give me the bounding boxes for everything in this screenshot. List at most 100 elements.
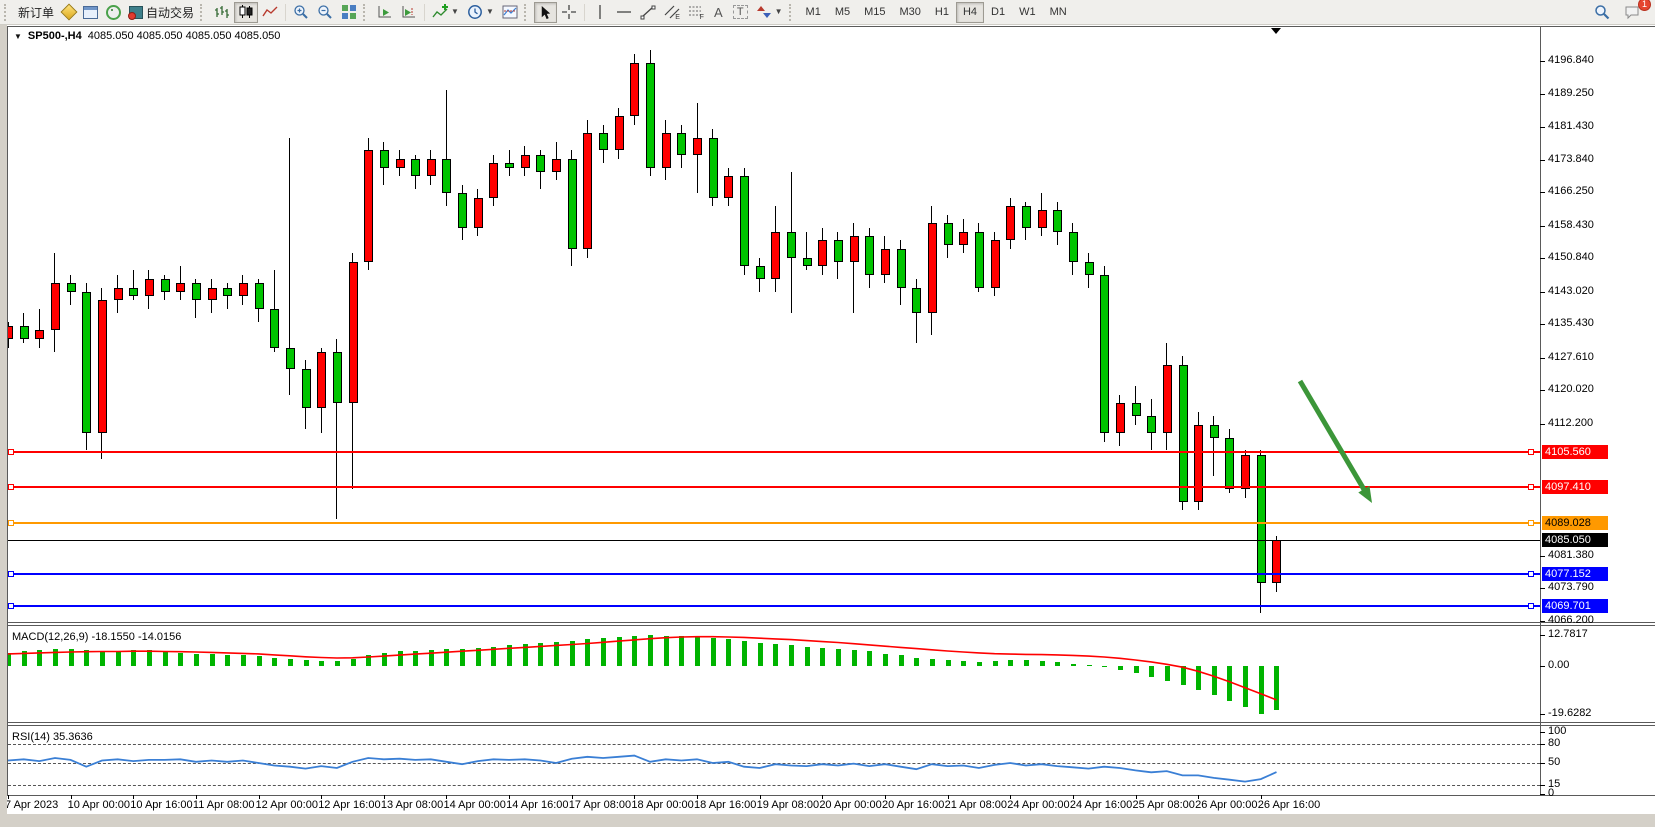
timeframe-m5-button[interactable]: M5 <box>828 2 857 23</box>
chart-title: ▼ SP500-,H4 4085.050 4085.050 4085.050 4… <box>14 30 280 42</box>
templates-button[interactable] <box>498 2 522 23</box>
toolbar-grip[interactable] <box>4 3 10 21</box>
auto-trading-button[interactable]: 自动交易 <box>125 2 198 23</box>
auto-scroll-button[interactable] <box>373 2 397 23</box>
horizontal-line-handle[interactable] <box>1528 484 1534 491</box>
timeframe-m30-button[interactable]: M30 <box>893 2 928 23</box>
crosshair-button[interactable] <box>557 2 581 23</box>
time-axis-label: 17 Apr 08:00 <box>568 799 632 811</box>
macd-histogram-bar <box>1164 666 1170 681</box>
macd-histogram-bar <box>742 640 748 666</box>
macd-histogram-bar <box>679 636 685 666</box>
notifications-button[interactable]: 1 <box>1620 0 1651 23</box>
price-line-tag: 4069.701 <box>1542 598 1608 613</box>
price-axis[interactable] <box>1540 26 1655 795</box>
toolbar-grip[interactable] <box>363 3 369 21</box>
zoom-out-button[interactable] <box>313 2 337 23</box>
horizontal-line[interactable] <box>8 486 1540 489</box>
horizontal-line[interactable] <box>8 522 1540 525</box>
search-button[interactable] <box>1590 2 1614 23</box>
horizontal-line[interactable] <box>8 573 1540 576</box>
candle-wick <box>226 283 228 309</box>
candle <box>1162 364 1172 434</box>
arrows-tool-button[interactable]: ▼ <box>752 2 787 23</box>
toolbar-separator <box>285 3 287 21</box>
cursor-button[interactable] <box>533 1 557 23</box>
candle <box>160 278 170 292</box>
candle <box>223 287 233 297</box>
horizontal-line-handle[interactable] <box>1528 449 1534 456</box>
price-axis-tick <box>1540 225 1545 227</box>
price-chart-pane[interactable] <box>7 26 1540 622</box>
price-axis-tick <box>1540 423 1545 425</box>
profiles-button[interactable] <box>58 2 79 23</box>
candlestick-chart-button[interactable] <box>234 1 259 23</box>
signals-button[interactable] <box>102 2 125 23</box>
time-axis-label: 20 Apr 16:00 <box>881 799 945 811</box>
text-tool-button[interactable]: A <box>708 2 729 23</box>
time-axis-label: 7 Apr 2023 <box>5 799 59 811</box>
vertical-line-tool-button[interactable] <box>588 2 612 23</box>
horizontal-line-handle[interactable] <box>8 520 14 527</box>
horizontal-line-handle[interactable] <box>8 484 14 491</box>
trendline-tool-button[interactable] <box>636 2 660 23</box>
timeframe-w1-button[interactable]: W1 <box>1012 2 1043 23</box>
timeframe-mn-button[interactable]: MN <box>1043 2 1074 23</box>
zoom-in-button[interactable] <box>289 2 313 23</box>
horizontal-line-handle[interactable] <box>8 602 14 609</box>
timeframe-h4-button[interactable]: H4 <box>955 1 985 23</box>
fibonacci-tool-button[interactable]: F <box>684 2 708 23</box>
toolbar-grip[interactable] <box>523 3 530 21</box>
equidistant-channel-tool-button[interactable]: E <box>660 2 684 23</box>
timeframe-d1-button[interactable]: D1 <box>984 2 1012 23</box>
time-axis-label: 26 Apr 00:00 <box>1195 799 1258 811</box>
candle <box>959 231 969 245</box>
candle <box>301 368 311 408</box>
pane-separator[interactable] <box>7 622 1655 623</box>
candle <box>1225 437 1235 489</box>
new-order-button[interactable]: 新订单 <box>14 2 58 23</box>
pane-separator[interactable] <box>7 625 1655 626</box>
horizontal-line[interactable] <box>8 604 1540 607</box>
candle <box>912 287 922 314</box>
trendline-icon <box>640 5 656 20</box>
toolbar-grip[interactable] <box>788 3 795 21</box>
pane-separator[interactable] <box>7 722 1655 723</box>
candle <box>974 231 984 288</box>
candle <box>1068 231 1078 262</box>
macd-histogram-bar <box>1149 666 1155 677</box>
horizontal-line-handle[interactable] <box>1528 520 1534 527</box>
horizontal-line-handle[interactable] <box>1528 602 1534 609</box>
axis-border <box>1540 26 1541 795</box>
macd-histogram-bar <box>804 646 810 666</box>
time-axis-label: 20 Apr 00:00 <box>819 799 882 811</box>
macd-pane[interactable] <box>7 626 1540 722</box>
horizontal-line[interactable] <box>8 451 1540 454</box>
macd-histogram-bar <box>37 650 43 666</box>
chart-collapse-icon[interactable]: ▼ <box>14 31 22 41</box>
timeframe-m1-button[interactable]: M1 <box>799 2 828 23</box>
horizontal-line-handle[interactable] <box>8 449 14 456</box>
horizontal-line-tool-button[interactable] <box>612 2 636 23</box>
macd-histogram-bar <box>1180 666 1186 686</box>
chart-shift-button[interactable] <box>397 2 421 23</box>
toolbar-grip[interactable] <box>200 3 206 21</box>
bar-chart-button[interactable] <box>210 2 234 23</box>
pane-separator[interactable] <box>7 725 1655 726</box>
horizontal-line-handle[interactable] <box>1528 571 1534 578</box>
text-label-tool-button[interactable]: T <box>729 2 752 23</box>
auto-scroll-icon <box>378 6 392 18</box>
market-watch-button[interactable] <box>79 2 102 23</box>
timeframe-m15-button[interactable]: M15 <box>857 2 892 23</box>
timeframe-h1-button[interactable]: H1 <box>928 2 956 23</box>
tile-windows-button[interactable] <box>337 2 361 23</box>
time-axis-label: 18 Apr 16:00 <box>694 799 757 811</box>
line-chart-button[interactable] <box>258 2 282 23</box>
crosshair-icon <box>561 5 576 19</box>
periods-button[interactable]: ▼ <box>463 2 498 23</box>
macd-histogram-bar <box>334 661 340 666</box>
candle <box>520 154 530 168</box>
indicators-button[interactable]: ▼ <box>428 2 463 23</box>
candle <box>693 137 703 155</box>
horizontal-line-handle[interactable] <box>8 571 14 578</box>
